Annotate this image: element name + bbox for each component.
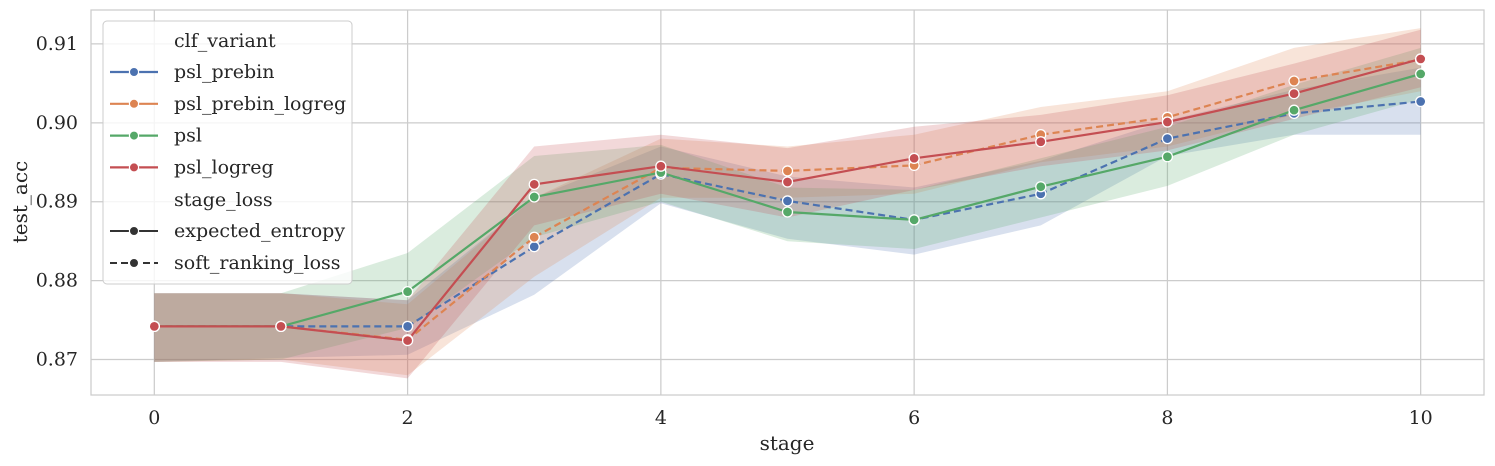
- data-point-psl_logreg: [655, 160, 667, 172]
- legend-style-items: expected_entropy soft_ranking_loss: [110, 220, 345, 274]
- data-point-psl_logreg: [1035, 136, 1047, 148]
- y-tick-label: 0.88: [36, 270, 78, 292]
- data-point-psl_logreg: [1288, 87, 1300, 100]
- legend-style-swatch-marker: [128, 257, 140, 269]
- x-tick-label: 8: [1161, 407, 1173, 429]
- data-point-psl_prebin: [1415, 95, 1427, 108]
- legend-hue-title: clf_variant: [174, 30, 276, 52]
- legend-swatch-marker: [128, 98, 140, 110]
- x-axis-label: stage: [760, 431, 815, 455]
- legend-item-label: psl_prebin: [174, 61, 274, 83]
- x-tick-label: 6: [908, 407, 920, 429]
- plot-frame: [90, 9, 1485, 396]
- data-point-psl_logreg: [401, 334, 414, 347]
- data-point-psl_logreg: [781, 176, 794, 188]
- x-tick-label: 2: [402, 407, 414, 429]
- data-point-psl_prebin: [528, 241, 540, 253]
- data-point-psl_prebin: [781, 195, 794, 207]
- y-tick-label: 0.90: [36, 112, 78, 134]
- legend-style-label: soft_ranking_loss: [174, 252, 341, 274]
- data-point-psl_logreg: [275, 320, 287, 333]
- x-tick-label: 10: [1409, 407, 1433, 429]
- data-point-psl: [1035, 181, 1047, 193]
- data-point-psl: [1161, 151, 1174, 163]
- legend-style-label: expected_entropy: [174, 220, 345, 242]
- x-tick-label: 4: [655, 407, 667, 429]
- legend-item-label: psl_logreg: [174, 156, 274, 178]
- data-point-psl: [528, 191, 540, 203]
- legend-item-label: psl_prebin_logreg: [174, 93, 346, 115]
- y-tick-label: 0.87: [36, 348, 78, 370]
- data-point-psl_prebin_logreg: [528, 231, 540, 243]
- y-tick-label: 0.91: [36, 33, 78, 55]
- data-point-psl_logreg: [528, 178, 540, 191]
- data-point-psl_logreg: [1415, 53, 1427, 65]
- legend-style-swatch-marker: [128, 225, 140, 237]
- legend-item-label: psl: [174, 125, 202, 147]
- data-point-psl_prebin: [1161, 132, 1174, 145]
- legend: clf_variant psl_prebinpsl_prebin_logregp…: [102, 20, 353, 285]
- data-point-psl_prebin: [401, 320, 414, 333]
- data-point-psl_prebin_logreg: [781, 165, 794, 177]
- data-point-psl: [1415, 68, 1427, 80]
- data-point-psl: [401, 285, 414, 298]
- legend-swatch-marker: [128, 130, 140, 141]
- data-point-psl_logreg: [148, 320, 160, 333]
- data-point-psl: [1288, 104, 1300, 116]
- series-line-psl_prebin: [154, 100, 1421, 328]
- tick-labels: 0 2 4 6 8 10 0.87 0.88 0.89 0.90 0.91: [36, 33, 1433, 429]
- x-tick-label: 0: [148, 407, 160, 429]
- legend-swatch-marker: [128, 66, 140, 78]
- legend-style-title: stage_loss: [174, 189, 273, 211]
- legend-box: [102, 20, 353, 285]
- legend-swatch-marker: [128, 162, 140, 173]
- data-point-psl: [908, 214, 920, 226]
- y-axis-label: test_acc: [8, 161, 32, 244]
- data-point-psl: [781, 206, 794, 218]
- y-tick-label: 0.89: [36, 191, 78, 213]
- data-point-psl_logreg: [908, 152, 920, 164]
- series-markers: [148, 53, 1427, 347]
- data-point-psl_logreg: [1161, 116, 1174, 128]
- data-point-psl_prebin_logreg: [1288, 75, 1300, 87]
